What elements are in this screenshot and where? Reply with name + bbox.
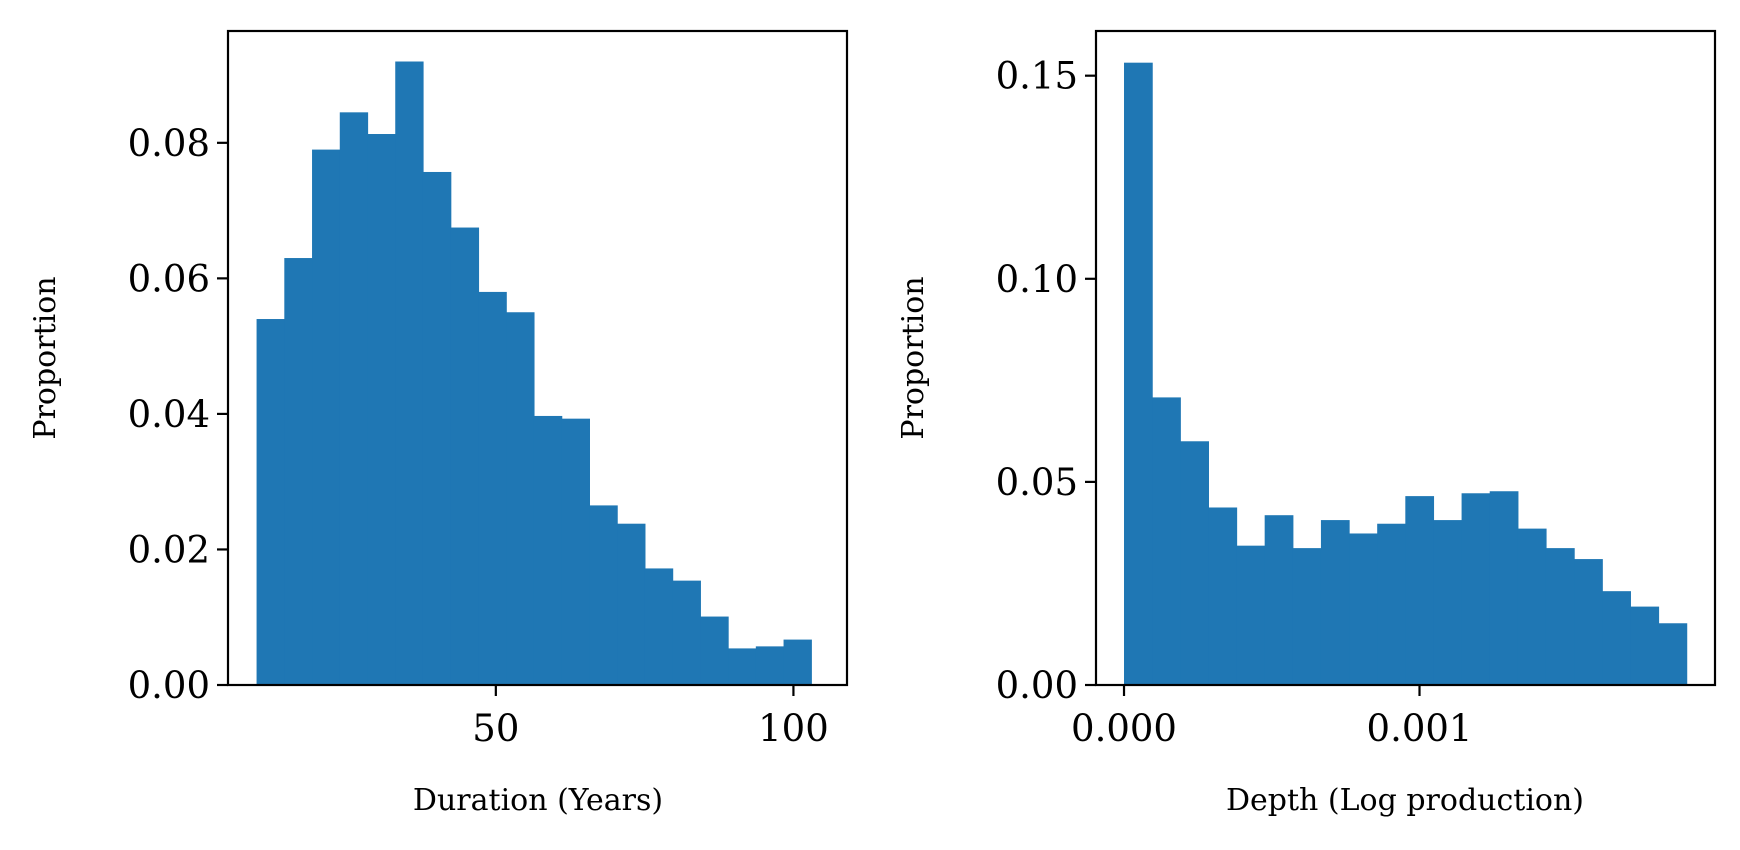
duration-x-ticks: 50 100 [472,685,829,750]
depth-bar-4 [1236,545,1266,685]
depth-bar-1 [1152,397,1181,685]
duration-bar-6 [422,171,452,686]
duration-bar-1 [284,258,313,685]
depth-bar-14 [1517,528,1547,685]
depth-x-axis-label: Depth (Log production) [1226,783,1584,818]
duration-bar-3 [339,112,369,685]
duration-y-ticks: 0.00 0.02 0.04 0.06 0.08 [128,122,228,707]
duration-bar-12 [589,505,618,685]
depth-bar-17 [1602,591,1631,685]
duration-y-tick-label-1: 0.02 [128,528,210,571]
depth-bar-7 [1320,520,1350,685]
depth-bar-16 [1574,559,1603,685]
depth-y-ticks: 0.00 0.05 0.10 0.15 [996,55,1096,707]
depth-x-tick-label-1: 0.001 [1367,707,1473,750]
duration-bar-8 [478,291,507,685]
duration-x-tick-label-1: 100 [758,707,829,750]
duration-y-tick-label-4: 0.08 [128,122,210,165]
duration-bar-17 [728,648,757,685]
depth-bar-12 [1461,493,1491,685]
duration-bar-16 [700,616,729,685]
duration-y-tick-label-2: 0.04 [128,393,210,436]
duration-bar-5 [395,61,424,685]
duration-y-axis-label: Proportion [28,276,63,439]
duration-y-tick-label-3: 0.06 [128,257,210,300]
depth-bars [1124,62,1688,686]
duration-bar-0 [256,319,285,685]
depth-bar-10 [1405,496,1435,685]
depth-bar-19 [1658,623,1688,685]
depth-y-tick-label-1: 0.05 [996,461,1078,504]
duration-bars [256,61,812,686]
duration-bar-19 [783,639,812,685]
duration-y-tick-label-0: 0.00 [128,664,210,707]
depth-bar-15 [1545,548,1575,685]
duration-bar-9 [506,312,535,685]
depth-bar-9 [1377,523,1406,685]
duration-bar-10 [533,415,563,685]
duration-bar-14 [644,568,674,685]
depth-bar-2 [1180,441,1209,685]
depth-x-tick-label-0: 0.000 [1071,707,1177,750]
duration-bar-15 [672,580,701,685]
duration-plot-frame [226,29,849,687]
depth-bar-18 [1630,606,1660,685]
depth-bar-3 [1208,507,1238,685]
depth-bar-5 [1264,515,1294,685]
depth-plot-frame [1094,29,1717,687]
depth-bar-11 [1433,520,1463,685]
duration-histogram-panel: 0.00 0.02 0.04 0.06 0.08 50 100 Proportion Du… [28,29,849,818]
duration-bar-18 [755,646,785,685]
depth-y-axis-label: Proportion [896,276,931,439]
duration-bar-4 [367,134,396,685]
depth-bar-8 [1349,533,1378,685]
depth-x-ticks: 0.000 0.001 [1071,685,1472,750]
depth-bar-13 [1489,491,1519,685]
depth-histogram-panel: 0.00 0.05 0.10 0.15 0.000 0.001 Proportion D… [896,29,1717,818]
depth-y-tick-label-0: 0.00 [996,664,1078,707]
duration-bar-11 [561,418,590,685]
depth-bar-6 [1292,548,1322,685]
depth-y-tick-label-2: 0.10 [996,258,1078,301]
duration-x-axis-label: Duration (Years) [413,783,663,818]
depth-y-tick-label-3: 0.15 [996,55,1078,98]
duration-bar-7 [450,227,480,686]
duration-bar-2 [312,149,341,686]
depth-bar-0 [1124,62,1153,686]
duration-x-tick-label-0: 50 [472,707,519,750]
duration-bar-13 [617,523,646,685]
